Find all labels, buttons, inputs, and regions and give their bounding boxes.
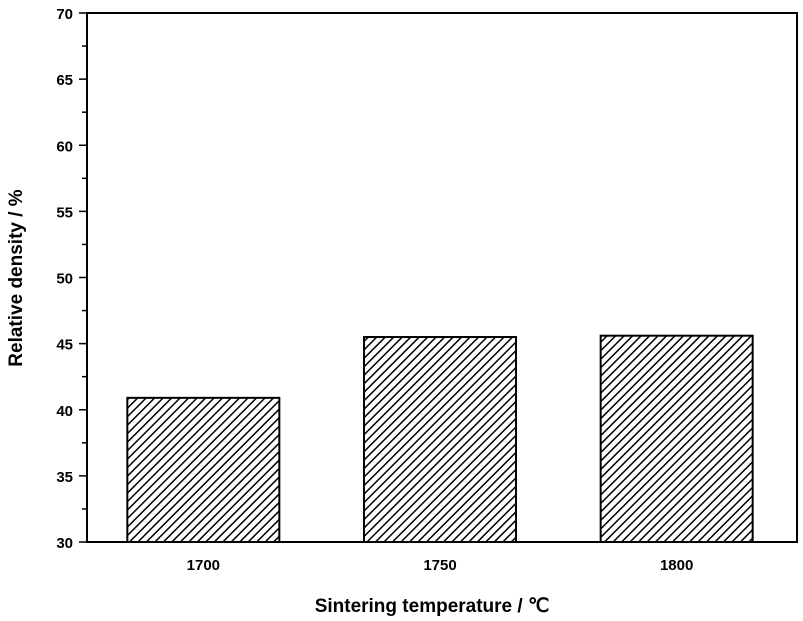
y-tick-label: 55 [56,204,73,221]
bar-1700 [126,396,281,543]
bar-1800 [599,334,754,543]
bar-1750 [363,336,517,544]
y-tick-label: 50 [56,271,73,288]
y-tick-label: 65 [56,72,73,89]
x-tick-label: 1800 [660,557,693,574]
x-axis-label: Sintering temperature / ℃ [315,596,550,617]
y-tick-label: 70 [56,6,73,23]
x-tick-label: 1750 [423,557,456,574]
x-tick-label: 1700 [187,557,220,574]
y-tick-label: 60 [56,138,73,155]
y-tick-label: 45 [56,337,73,354]
y-tick-label: 35 [56,469,73,486]
y-axis-label: Relative density / % [6,189,27,367]
y-tick-label: 30 [56,535,73,552]
y-tick-label: 40 [56,403,73,420]
